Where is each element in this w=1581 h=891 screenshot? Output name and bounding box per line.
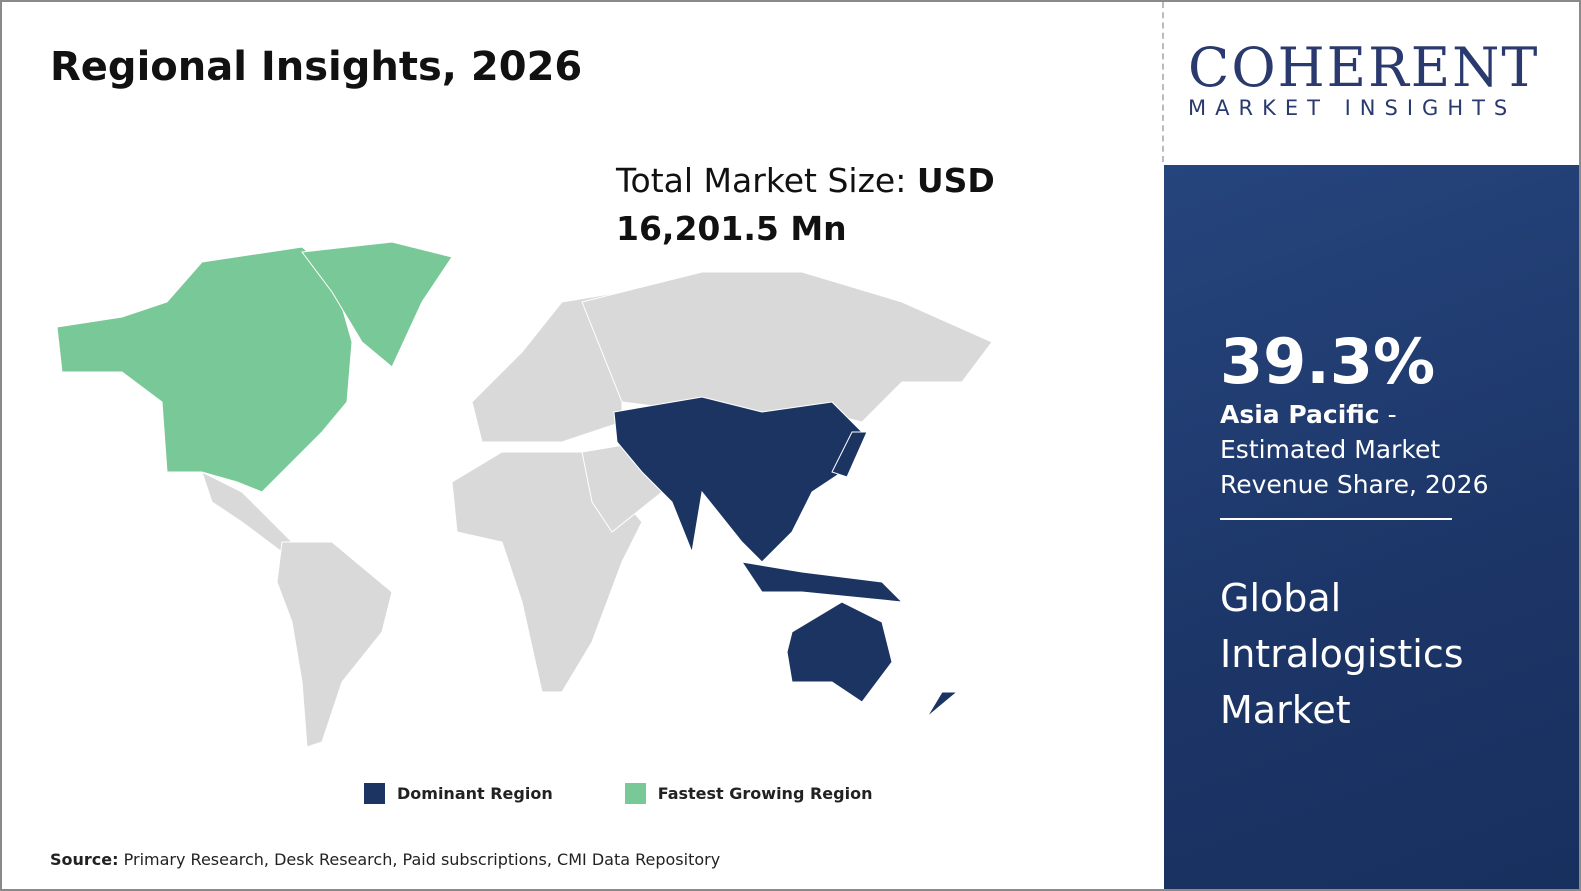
north-america bbox=[56, 246, 353, 493]
legend-label: Fastest Growing Region bbox=[657, 784, 873, 803]
legend-swatch bbox=[624, 783, 646, 804]
share: 39.3% bbox=[1220, 325, 1436, 398]
title: Regional Insights, 2026 bbox=[50, 44, 583, 90]
legend-swatch bbox=[364, 783, 385, 804]
source-text: Primary Research, Desk Research, Paid su… bbox=[123, 850, 721, 869]
greenland bbox=[301, 241, 453, 368]
logo-name: COHERENT bbox=[1188, 36, 1540, 99]
south-america bbox=[276, 541, 393, 748]
market-name: Global Intralogistics Market bbox=[1220, 576, 1464, 732]
source-label: Source: bbox=[50, 850, 119, 869]
logo-tagline: MARKET INSIGHTS bbox=[1188, 96, 1517, 120]
market-size: Total Market Size: USD 16,201.5 Mn bbox=[616, 157, 1016, 253]
info-panel: 39.3% Asia Pacific - Estimated Market Re… bbox=[1164, 165, 1579, 889]
indonesia bbox=[740, 561, 904, 603]
market-size-label: Total Market Size: bbox=[616, 161, 907, 200]
world-map bbox=[56, 241, 993, 748]
new-zealand bbox=[926, 691, 959, 718]
description: - Estimated Market Revenue Share, 2026 bbox=[1220, 400, 1489, 499]
logo: COHERENT MARKET INSIGHTS bbox=[1188, 36, 1540, 121]
africa bbox=[451, 451, 643, 693]
share-description: Asia Pacific - Estimated Market Revenue … bbox=[1220, 397, 1520, 502]
rule bbox=[1220, 518, 1452, 520]
market-size-value: USD 16,201.5 Mn bbox=[616, 161, 995, 248]
region: Asia Pacific bbox=[1220, 400, 1380, 429]
australia bbox=[786, 601, 893, 703]
source: Source: Primary Research, Desk Research,… bbox=[50, 850, 720, 869]
legend-item: Dominant Region bbox=[364, 783, 553, 804]
legend-item: Fastest Growing Region bbox=[624, 783, 873, 804]
asia bbox=[613, 396, 863, 563]
legend-label: Dominant Region bbox=[397, 784, 553, 803]
japan bbox=[831, 431, 868, 478]
legend: Dominant Region Fastest Growing Region bbox=[364, 783, 872, 804]
divider bbox=[1162, 2, 1164, 162]
russia bbox=[581, 271, 993, 423]
